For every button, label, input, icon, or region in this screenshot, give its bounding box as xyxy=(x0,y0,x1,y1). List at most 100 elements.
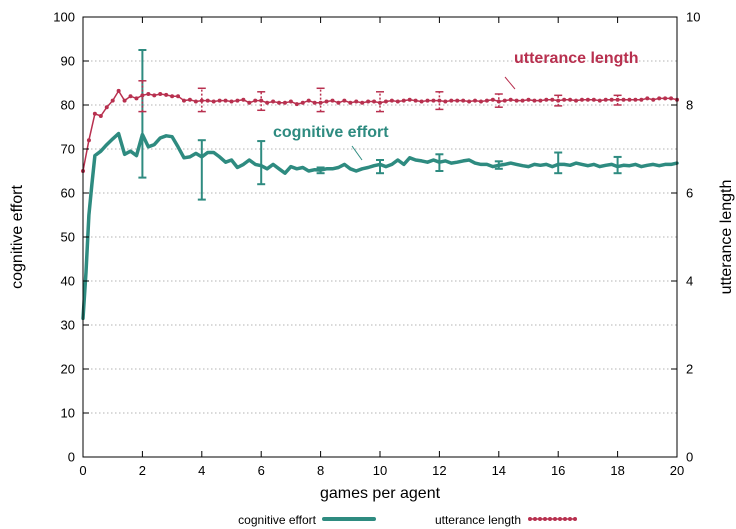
y-left-axis-title: cognitive effort xyxy=(9,185,26,289)
point-utterance-length-30 xyxy=(259,98,264,103)
point-utterance-length-63 xyxy=(455,98,460,103)
point-utterance-length-67 xyxy=(478,99,483,104)
point-utterance-length-70 xyxy=(496,99,501,104)
point-utterance-length-22 xyxy=(211,99,216,104)
point-utterance-length-36 xyxy=(294,102,299,107)
legend-swatch-dot-1 xyxy=(533,517,537,521)
point-utterance-length-76 xyxy=(532,98,537,103)
point-utterance-length-23 xyxy=(217,98,222,103)
point-utterance-length-89 xyxy=(609,97,614,102)
point-utterance-length-72 xyxy=(508,97,513,102)
point-utterance-length-2 xyxy=(92,111,97,116)
x-tick-label-4: 4 xyxy=(198,463,205,478)
point-utterance-length-92 xyxy=(627,97,632,102)
y-left-tick-label-60: 60 xyxy=(61,186,75,201)
y-right-tick-label-0: 0 xyxy=(686,450,693,465)
legend-swatch-dot-9 xyxy=(573,517,577,521)
point-utterance-length-5 xyxy=(110,98,115,103)
point-utterance-length-29 xyxy=(253,98,258,103)
point-utterance-length-66 xyxy=(473,98,478,103)
point-utterance-length-14 xyxy=(164,92,169,97)
point-utterance-length-27 xyxy=(241,97,246,102)
point-utterance-length-52 xyxy=(389,98,394,103)
point-utterance-length-24 xyxy=(223,98,228,103)
point-utterance-length-99 xyxy=(669,96,674,101)
point-utterance-length-77 xyxy=(538,98,543,103)
point-utterance-length-83 xyxy=(574,98,579,103)
point-utterance-length-80 xyxy=(556,98,561,103)
x-tick-label-6: 6 xyxy=(258,463,265,478)
legend-swatch-dot-0 xyxy=(528,517,532,521)
point-utterance-length-51 xyxy=(383,99,388,104)
x-axis-title: games per agent xyxy=(320,485,441,502)
point-utterance-length-11 xyxy=(146,92,151,96)
point-utterance-length-46 xyxy=(354,99,359,104)
point-utterance-length-85 xyxy=(585,97,590,102)
legend-swatch-dot-5 xyxy=(553,517,557,521)
point-utterance-length-9 xyxy=(134,96,139,101)
point-utterance-length-90 xyxy=(615,97,620,102)
point-utterance-length-91 xyxy=(621,97,626,102)
point-utterance-length-95 xyxy=(645,96,650,101)
legend-swatch-dot-3 xyxy=(543,517,547,521)
point-utterance-length-26 xyxy=(235,98,240,103)
point-utterance-length-54 xyxy=(401,98,406,103)
point-utterance-length-25 xyxy=(229,99,234,104)
legend-swatch-dot-7 xyxy=(563,517,567,521)
point-utterance-length-39 xyxy=(312,100,317,105)
point-utterance-length-19 xyxy=(193,99,198,104)
point-utterance-length-34 xyxy=(282,100,287,105)
point-utterance-length-21 xyxy=(205,98,210,103)
grid-layer xyxy=(83,60,677,414)
point-utterance-length-82 xyxy=(568,97,573,102)
point-utterance-length-33 xyxy=(277,100,282,105)
point-utterance-length-48 xyxy=(366,99,371,104)
series-layer xyxy=(81,49,679,321)
point-utterance-length-88 xyxy=(603,97,608,102)
point-utterance-length-6 xyxy=(116,88,121,93)
y-right-tick-label-8: 8 xyxy=(686,98,693,113)
y-left-tick-label-100: 100 xyxy=(53,10,75,25)
point-utterance-length-97 xyxy=(657,96,662,101)
point-utterance-length-93 xyxy=(633,97,638,102)
point-utterance-length-3 xyxy=(98,114,103,118)
point-utterance-length-71 xyxy=(502,98,507,103)
point-utterance-length-42 xyxy=(330,98,335,103)
legend-swatch-dot-2 xyxy=(538,517,542,521)
y-left-tick-label-0: 0 xyxy=(68,450,75,465)
point-utterance-length-56 xyxy=(413,98,418,103)
point-utterance-length-37 xyxy=(300,100,305,105)
y-left-tick-label-70: 70 xyxy=(61,142,75,157)
point-utterance-length-15 xyxy=(170,94,175,99)
point-utterance-length-73 xyxy=(514,98,519,103)
y-right-tick-label-6: 6 xyxy=(686,186,693,201)
point-utterance-length-28 xyxy=(247,100,252,105)
point-utterance-length-43 xyxy=(336,100,341,105)
legend-label-cognitive-effort: cognitive effort xyxy=(238,513,316,527)
point-utterance-length-87 xyxy=(597,98,602,103)
point-utterance-length-7 xyxy=(122,98,127,103)
legend-swatch-utterance-length xyxy=(528,517,577,521)
x-tick-label-10: 10 xyxy=(373,463,387,478)
point-utterance-length-45 xyxy=(348,100,353,105)
legend-swatch-dot-8 xyxy=(568,517,572,521)
point-utterance-length-78 xyxy=(544,97,549,102)
y-left-tick-label-20: 20 xyxy=(61,362,75,377)
point-utterance-length-55 xyxy=(407,97,412,102)
point-utterance-length-40 xyxy=(318,100,323,105)
legend-swatch-dot-4 xyxy=(548,517,552,521)
point-utterance-length-44 xyxy=(342,98,347,103)
y-left-tick-label-50: 50 xyxy=(61,230,75,245)
point-utterance-length-60 xyxy=(437,98,442,103)
point-utterance-length-53 xyxy=(395,99,400,104)
point-utterance-length-17 xyxy=(181,98,186,103)
point-utterance-length-41 xyxy=(324,99,329,104)
y-left-tick-label-10: 10 xyxy=(61,406,75,421)
point-utterance-length-32 xyxy=(271,99,276,104)
point-utterance-length-10 xyxy=(140,93,145,98)
point-utterance-length-38 xyxy=(306,98,311,103)
point-utterance-length-79 xyxy=(550,97,555,102)
point-utterance-length-13 xyxy=(158,92,163,96)
